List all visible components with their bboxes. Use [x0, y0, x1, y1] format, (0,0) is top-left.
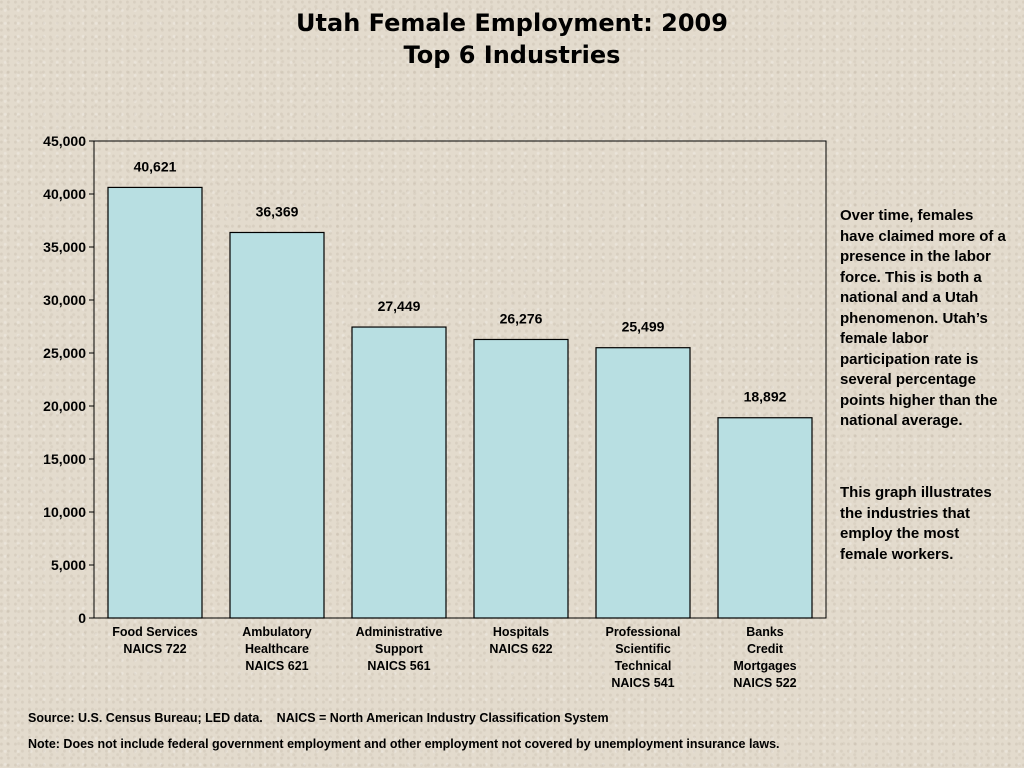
x-axis-labels: Food Services NAICS 722 Ambulatory Healthca…: [112, 625, 796, 690]
category-label-line: Administrative: [356, 625, 443, 639]
category-label-line: NAICS 522: [733, 676, 796, 690]
y-tick-label: 20,000: [43, 398, 86, 414]
coverage-note: Note: Does not include federal governmen…: [28, 737, 780, 751]
source-note: Source: U.S. Census Bureau; LED data. NA…: [28, 711, 609, 725]
category-label-line: Mortgages: [733, 659, 796, 673]
y-tick-label: 40,000: [43, 186, 86, 202]
category-label-line: NAICS 561: [367, 659, 430, 673]
bar-value-label: 26,276: [500, 310, 543, 326]
y-tick-label: 45,000: [43, 133, 86, 149]
bar-value-label: 36,369: [256, 203, 299, 219]
category-label-line: Professional: [605, 625, 680, 639]
category-label-line: Banks: [746, 625, 784, 639]
bar: [351, 326, 447, 619]
category-label-line: NAICS 621: [245, 659, 308, 673]
bar: [717, 417, 813, 619]
value-labels: 40,621 36,369 27,449 26,276 25,499 18,892: [134, 158, 787, 404]
bar: [229, 231, 325, 619]
category-label-line: NAICS 541: [611, 676, 674, 690]
bar-value-label: 40,621: [134, 158, 177, 174]
y-tick-label: 5,000: [51, 557, 86, 573]
bars: [107, 186, 813, 619]
category-label-line: Support: [375, 642, 424, 656]
category-label-line: Healthcare: [245, 642, 309, 656]
category-label: Hospitals NAICS 622: [489, 625, 552, 656]
category-label-line: Scientific: [615, 642, 671, 656]
chart-title-line-2: Top 6 Industries: [403, 41, 621, 69]
y-tick-label: 15,000: [43, 451, 86, 467]
y-tick-label: 30,000: [43, 292, 86, 308]
y-tick-label: 25,000: [43, 345, 86, 361]
bar-value-label: 25,499: [622, 319, 665, 335]
category-label-line: Credit: [747, 642, 784, 656]
y-axis: 0 5,000 10,000 15,000 20,000 25,000 30,000 35,0…: [43, 133, 94, 626]
category-label-line: Ambulatory: [242, 625, 312, 639]
bar-value-label: 27,449: [378, 298, 421, 314]
category-label-line: Food Services: [112, 625, 197, 639]
category-label-line: Technical: [615, 659, 672, 673]
category-label: Professional Scientific Technical NAICS 541: [605, 625, 680, 690]
category-label-line: NAICS 722: [123, 642, 186, 656]
y-tick-label: 35,000: [43, 239, 86, 255]
bar: [107, 186, 203, 619]
category-label: Food Services NAICS 722: [112, 625, 197, 656]
plot-area: [93, 140, 827, 619]
category-label: Administrative Support NAICS 561: [356, 625, 443, 673]
category-label: Ambulatory Healthcare NAICS 621: [242, 625, 312, 673]
commentary-paragraph-1: Over time, females have claimed more of …: [840, 207, 1006, 429]
y-tick-label: 10,000: [43, 504, 86, 520]
chart-title-line-1: Utah Female Employment: 2009: [296, 9, 728, 37]
bar: [473, 338, 569, 619]
category-label: Banks Credit Mortgages NAICS 522: [733, 625, 796, 690]
bar: [595, 347, 691, 619]
commentary-paragraph-2: This graph illustrates the industries th…: [840, 484, 992, 563]
category-label-line: NAICS 622: [489, 642, 552, 656]
y-tick-label: 0: [78, 610, 86, 626]
category-label-line: Hospitals: [493, 625, 549, 639]
bar-value-label: 18,892: [744, 389, 787, 405]
